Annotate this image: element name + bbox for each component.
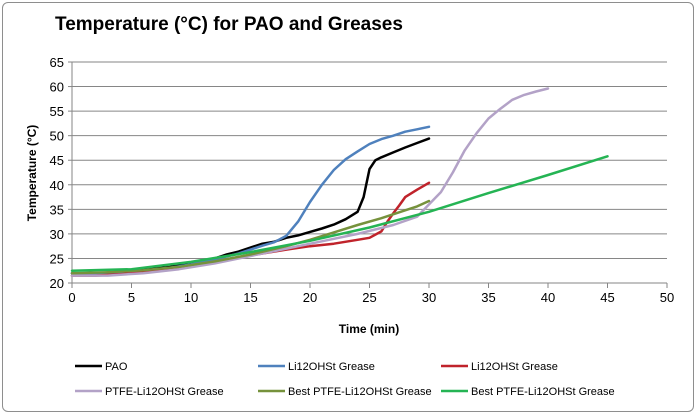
y-tick-label: 55 — [50, 104, 64, 119]
legend: PAO Li12OHSt Grease Li12OHSt Grease PTFE-Li… — [75, 361, 615, 398]
x-tick-label: 0 — [68, 290, 75, 305]
chart-frame — [2, 2, 694, 412]
x-tick-label: 35 — [481, 290, 495, 305]
series-line-4 — [70, 199, 431, 275]
y-tick-label: 30 — [50, 227, 64, 242]
y-tick-label: 50 — [50, 129, 64, 144]
y-axis-title: Temperature (°C) — [25, 125, 39, 222]
x-tick-label: 45 — [600, 290, 614, 305]
y-tick-label: 60 — [50, 80, 64, 95]
legend-label-2: Li12OHSt Grease — [471, 361, 558, 373]
series-line-5 — [70, 155, 609, 272]
chart-title: Temperature (°C) for PAO and Greases — [55, 14, 403, 35]
legend-label-4: Best PTFE-Li12OHSt Grease — [288, 386, 432, 398]
x-tick-label: 30 — [422, 290, 436, 305]
x-axis-title: Time (min) — [339, 322, 399, 336]
x-tick-labels: 0 5 10 15 20 25 30 35 40 45 50 — [68, 283, 674, 305]
x-tick-label: 10 — [184, 290, 198, 305]
y-tick-labels: 20 25 30 35 40 45 50 55 60 65 — [50, 55, 72, 291]
series-line-3 — [70, 87, 550, 277]
y-tick-label: 45 — [50, 153, 64, 168]
x-tick-label: 20 — [303, 290, 317, 305]
y-tick-label: 20 — [50, 276, 64, 291]
x-tick-label: 50 — [660, 290, 674, 305]
x-tick-label: 40 — [541, 290, 555, 305]
legend-label-0: PAO — [105, 361, 128, 373]
x-tick-label: 5 — [128, 290, 135, 305]
y-tick-label: 65 — [50, 55, 64, 70]
series-lines — [70, 87, 609, 277]
y-tick-label: 25 — [50, 251, 64, 266]
x-tick-label: 25 — [362, 290, 376, 305]
legend-label-3: PTFE-Li12OHSt Grease — [105, 386, 224, 398]
x-tick-label: 15 — [243, 290, 257, 305]
legend-label-5: Best PTFE-Li12OHSt Grease — [471, 386, 615, 398]
y-tick-label: 40 — [50, 178, 64, 193]
legend-label-1: Li12OHSt Grease — [288, 361, 375, 373]
gridlines — [72, 61, 667, 259]
y-tick-label: 35 — [50, 202, 64, 217]
